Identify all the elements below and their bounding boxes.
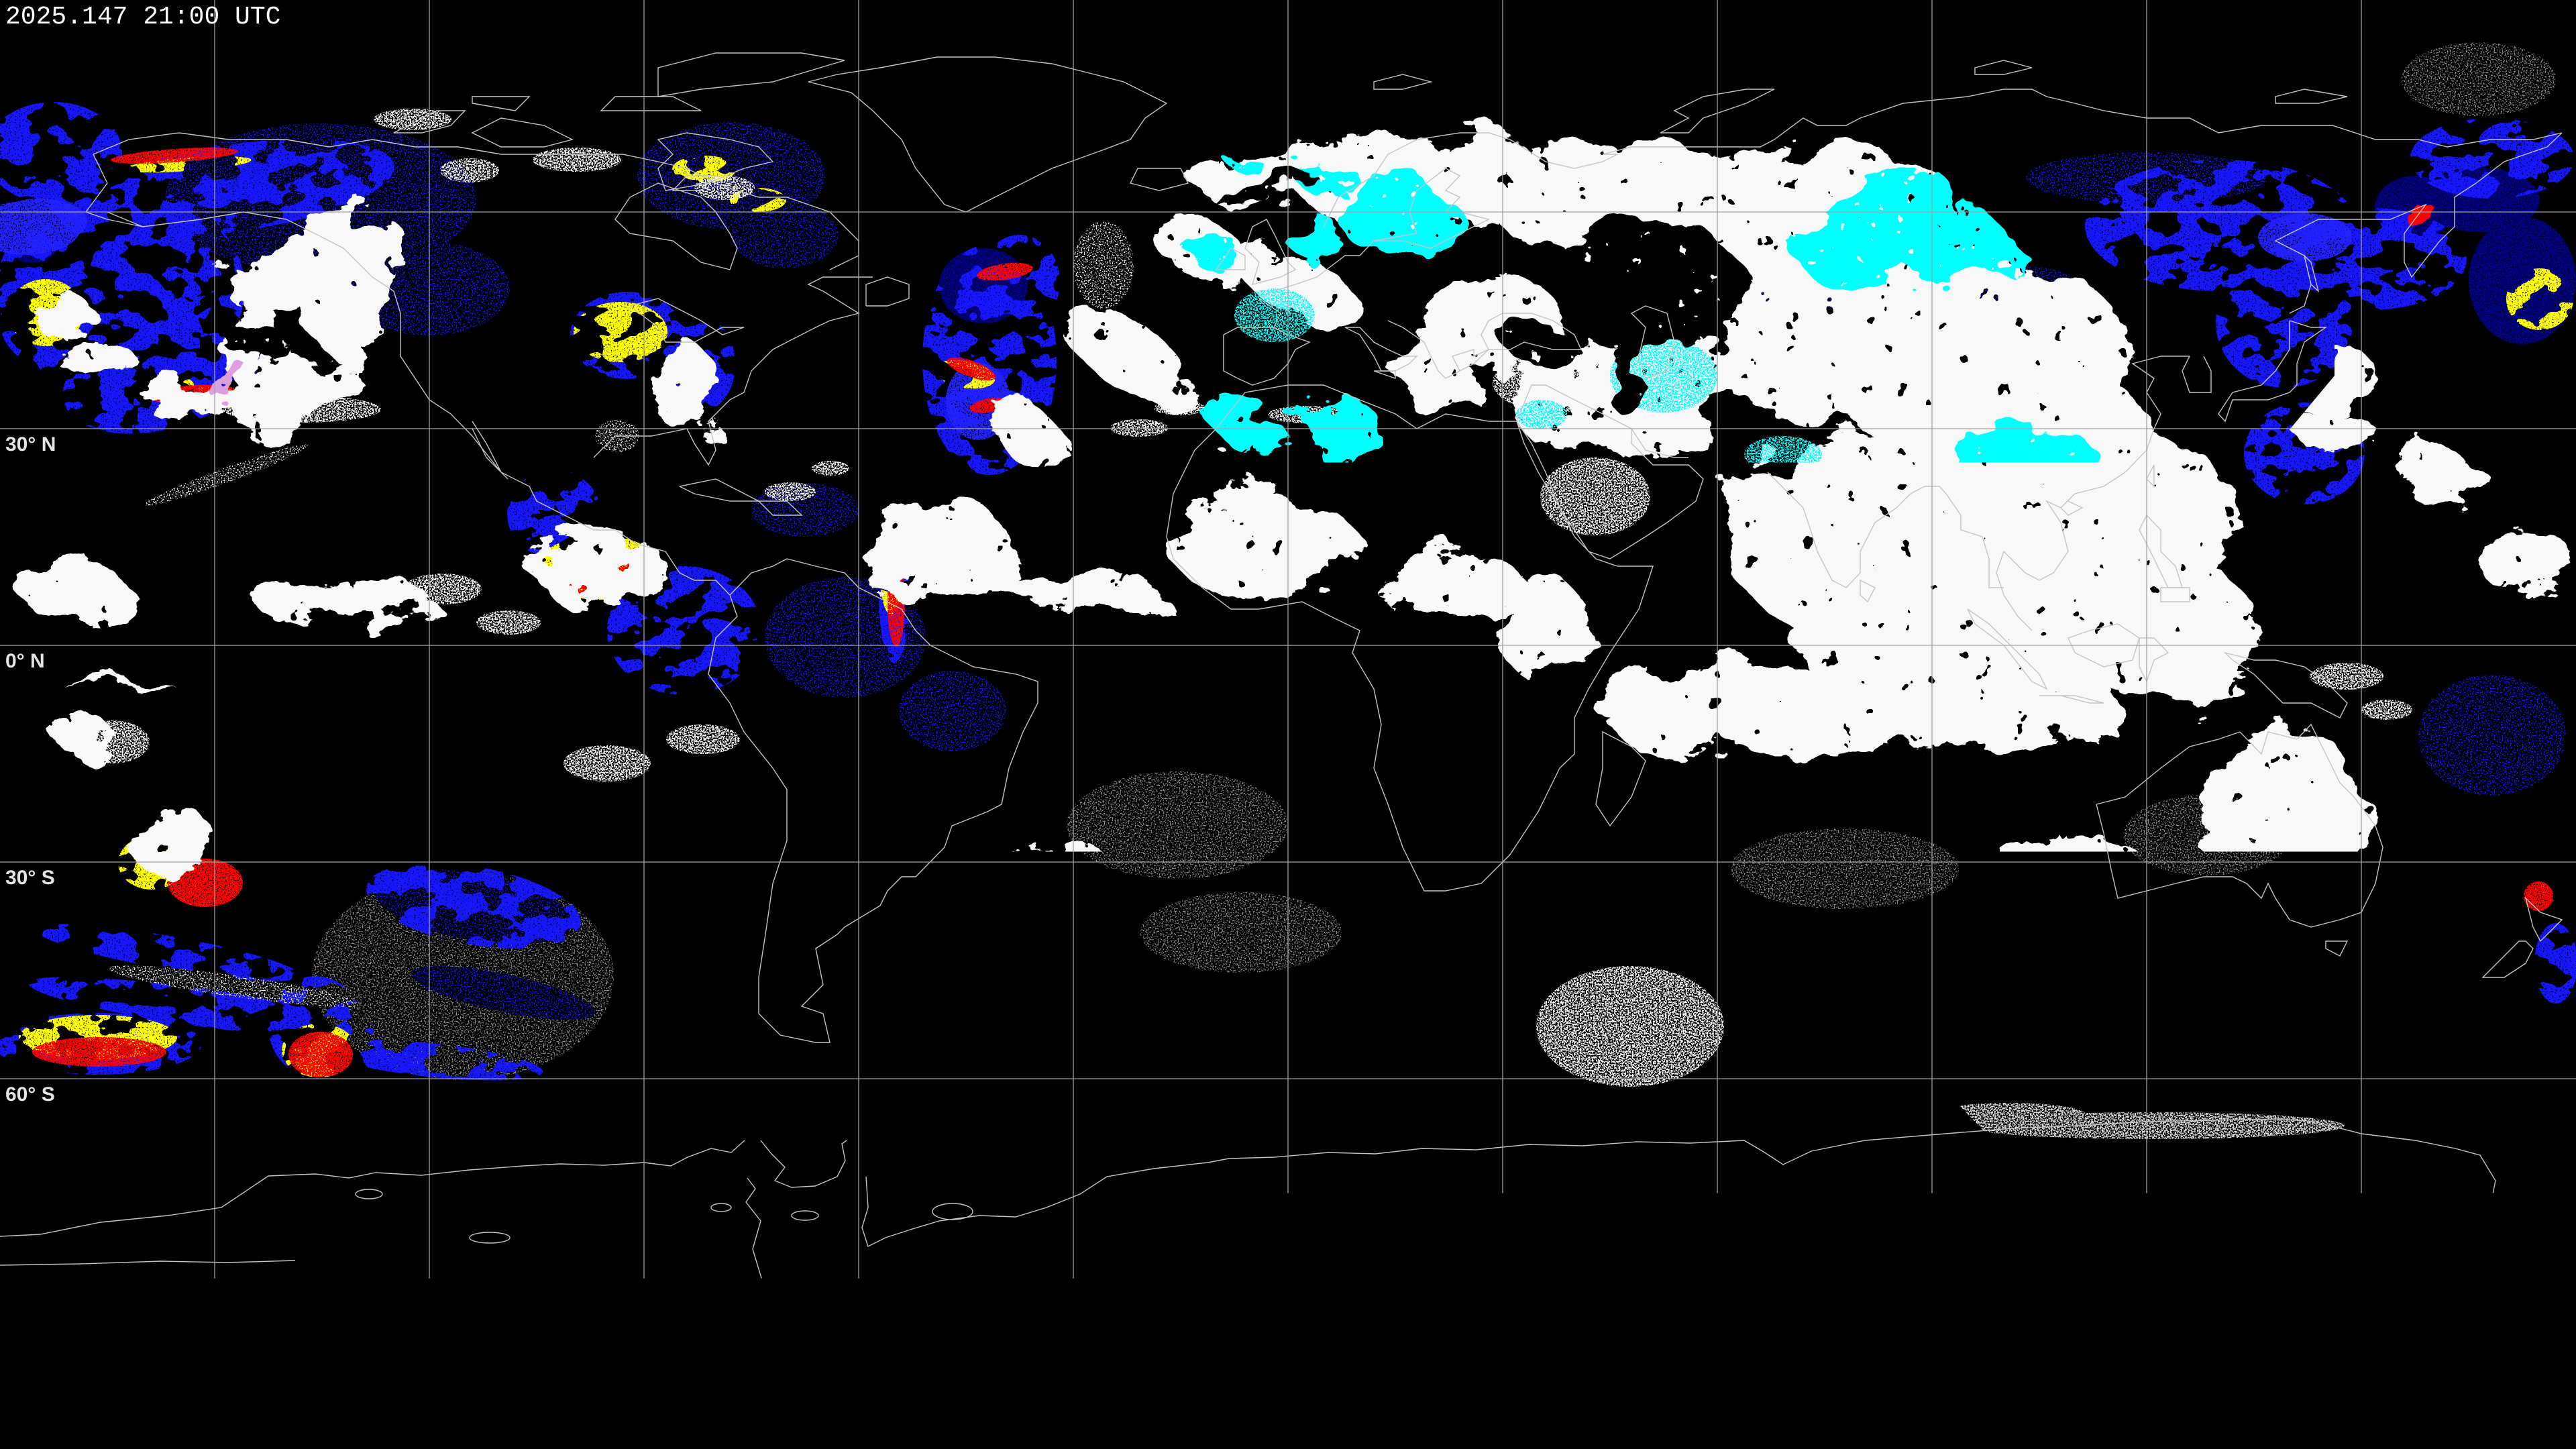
svg-text:High Probability: High Probability — [1161, 1367, 1418, 1397]
svg-text:Low Probability: Low Probability — [407, 1367, 649, 1397]
svg-text:0° N: 0° N — [5, 650, 45, 672]
svg-text:No Icing: No Icing — [83, 1367, 212, 1397]
svg-text:Icing Likely: Icing Likely — [1574, 1400, 1767, 1430]
svg-text:Night Icing: Night Icing — [2343, 1367, 2520, 1397]
svg-text:2025.147 21:00 UTC: 2025.147 21:00 UTC — [5, 3, 280, 32]
svg-text:Heavy Icing: Heavy Icing — [1962, 1367, 2139, 1397]
svg-text:of Light Icing: of Light Icing — [1177, 1400, 1402, 1430]
svg-text:30° N: 30° N — [5, 433, 56, 455]
svg-text:Med.Probability: Med.Probability — [788, 1367, 1029, 1397]
svg-text:60° S: 60° S — [5, 1083, 55, 1106]
svg-text:of Light Icing: of Light Icing — [796, 1400, 1021, 1430]
svg-text:of Light Icing: of Light Icing — [415, 1400, 641, 1430]
svg-text:Moderate/Greater: Moderate/Greater — [1542, 1367, 1799, 1397]
svg-text:30° S: 30° S — [5, 867, 55, 889]
svg-text:Retrieval: Retrieval — [75, 1400, 220, 1430]
